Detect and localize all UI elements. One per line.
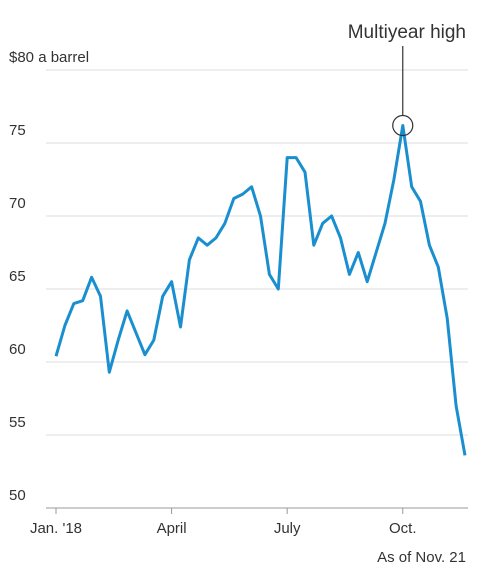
x-tick-label: Jan. '18: [30, 520, 82, 537]
y-tick-label: 55: [9, 414, 26, 431]
annotation: Multiyear high: [348, 22, 466, 43]
x-tick-label: Oct.: [389, 520, 417, 537]
annotation-circle: [392, 114, 414, 137]
line: [54, 124, 467, 456]
y-tick-label: 75: [9, 122, 26, 139]
y-tick-label: 65: [9, 268, 26, 285]
y-tick-label: 60: [9, 341, 26, 358]
note: As of Nov. 21: [377, 549, 466, 566]
y-tick-label: 50: [9, 487, 26, 504]
y-tick-label: $80 a barrel: [9, 49, 89, 66]
x-tick-label: April: [157, 520, 187, 537]
x-tick-label: July: [274, 520, 301, 537]
y-tick-label: 70: [9, 195, 26, 212]
